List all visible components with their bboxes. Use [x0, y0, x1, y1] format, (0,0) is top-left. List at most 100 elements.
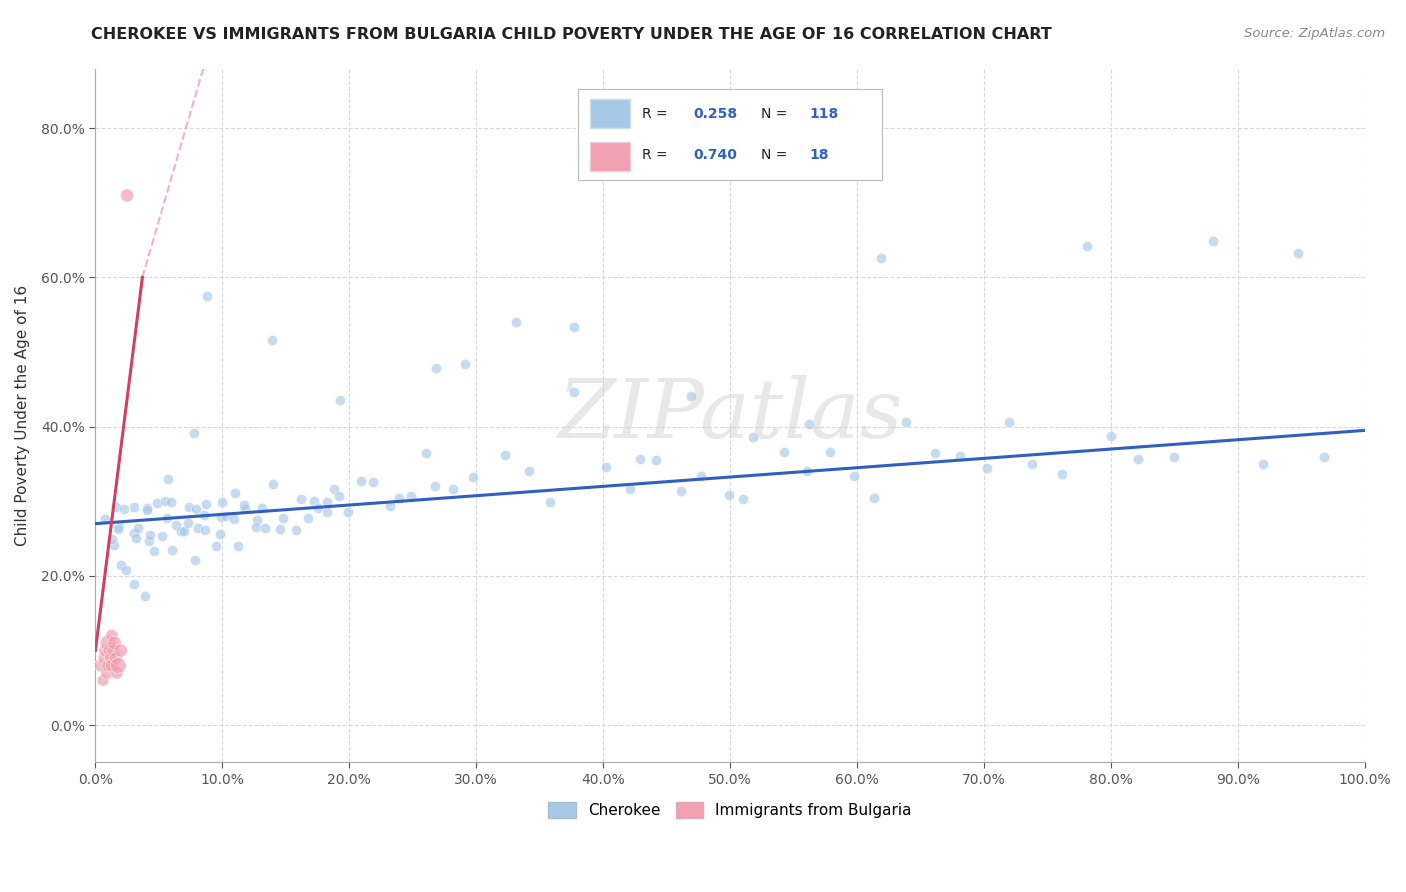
Point	[194, 523, 217, 537]
Point	[731, 492, 754, 507]
Point	[505, 315, 527, 329]
Point	[1050, 467, 1073, 482]
Point	[173, 524, 195, 539]
Point	[100, 651, 122, 665]
Point	[127, 521, 149, 535]
Point	[717, 487, 740, 501]
Point	[156, 510, 179, 524]
Point	[105, 665, 128, 680]
Point	[183, 553, 205, 567]
Point	[122, 576, 145, 591]
Point	[98, 643, 121, 657]
Point	[108, 520, 131, 534]
Point	[494, 448, 516, 462]
Point	[1099, 429, 1122, 443]
Point	[425, 360, 447, 375]
Point	[103, 636, 125, 650]
Point	[328, 489, 350, 503]
Point	[107, 522, 129, 536]
Point	[110, 643, 132, 657]
Point	[122, 500, 145, 514]
Point	[820, 445, 842, 459]
Point	[425, 479, 447, 493]
Point	[290, 491, 312, 506]
Point	[250, 500, 273, 515]
Point	[595, 460, 617, 475]
Point	[195, 289, 218, 303]
Point	[1076, 239, 1098, 253]
Point	[125, 532, 148, 546]
Point	[156, 472, 179, 486]
Point	[165, 517, 187, 532]
Point	[1021, 457, 1043, 471]
Point	[260, 334, 283, 348]
Point	[1201, 234, 1223, 248]
Point	[998, 415, 1021, 429]
Legend: Cherokee, Immigrants from Bulgaria: Cherokee, Immigrants from Bulgaria	[543, 796, 918, 824]
Point	[228, 540, 250, 554]
Point	[93, 512, 115, 526]
Point	[170, 524, 193, 538]
Point	[842, 469, 865, 483]
Point	[160, 495, 183, 509]
Point	[681, 389, 703, 403]
Point	[378, 499, 401, 513]
Point	[233, 498, 256, 512]
Point	[97, 636, 120, 650]
Point	[246, 513, 269, 527]
Point	[135, 502, 157, 516]
Point	[101, 533, 124, 547]
Point	[336, 505, 359, 519]
Point	[114, 563, 136, 577]
Point	[177, 516, 200, 530]
Point	[350, 474, 373, 488]
Point	[796, 464, 818, 478]
Point	[870, 251, 893, 265]
Point	[101, 643, 124, 657]
Point	[107, 658, 129, 673]
Point	[461, 470, 484, 484]
Point	[153, 493, 176, 508]
Point	[690, 469, 713, 483]
Point	[799, 417, 821, 431]
Point	[245, 520, 267, 534]
Point	[562, 319, 585, 334]
Y-axis label: Child Poverty Under the Age of 16: Child Poverty Under the Age of 16	[15, 285, 30, 546]
Point	[316, 495, 339, 509]
Point	[562, 385, 585, 400]
Point	[1251, 458, 1274, 472]
Point	[104, 651, 127, 665]
Point	[896, 415, 918, 429]
Point	[142, 544, 165, 558]
Point	[284, 523, 307, 537]
Point	[517, 464, 540, 478]
Point	[101, 629, 124, 643]
Point	[93, 651, 115, 665]
Point	[211, 494, 233, 508]
Point	[96, 665, 118, 680]
Point	[89, 658, 111, 673]
Point	[619, 483, 641, 497]
Point	[122, 526, 145, 541]
Point	[441, 482, 464, 496]
Point	[97, 658, 120, 673]
Point	[399, 489, 422, 503]
Point	[1286, 245, 1309, 260]
Point	[184, 501, 207, 516]
Point	[453, 357, 475, 371]
Point	[115, 188, 138, 202]
Point	[415, 446, 437, 460]
Point	[233, 502, 256, 516]
Point	[139, 528, 162, 542]
Point	[329, 392, 352, 407]
Point	[146, 496, 169, 510]
Point	[222, 511, 245, 525]
Point	[209, 509, 232, 524]
Point	[671, 484, 693, 499]
Point	[273, 511, 295, 525]
Point	[262, 476, 284, 491]
Point	[302, 493, 325, 508]
Point	[183, 425, 205, 440]
Point	[316, 505, 339, 519]
Point	[138, 534, 160, 549]
